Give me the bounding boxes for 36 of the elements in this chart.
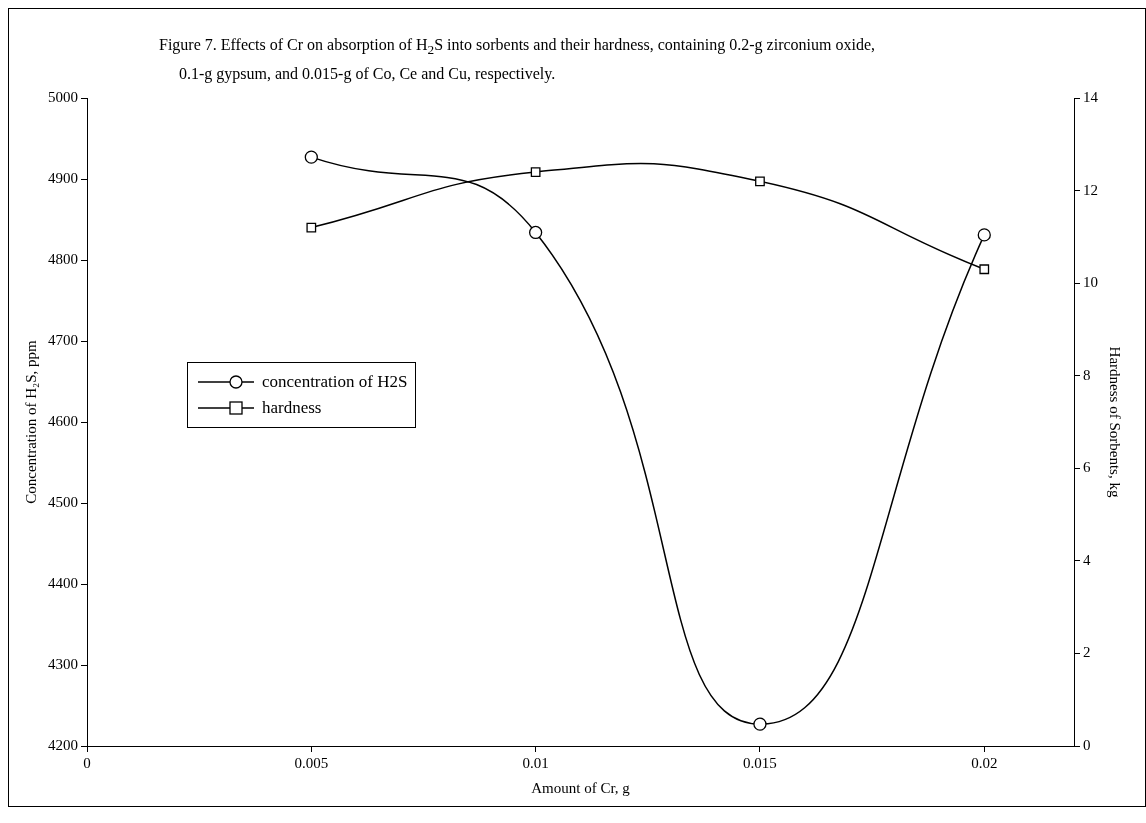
x-tick-label: 0.005 (294, 755, 329, 772)
point (753, 717, 767, 731)
y-tick-label: 4900 (48, 170, 78, 187)
legend-label: hardness (262, 398, 322, 419)
y2-tick-label: 10 (1083, 274, 1098, 291)
y-tick-label: 4200 (48, 737, 78, 754)
y2-tick-label: 0 (1083, 737, 1091, 754)
chart-title: Figure 7. Effects of Cr on absorption of H$_{2}$S into sorbents and their hardness, containing 0.2-g zirconium oxide, 0.1-g gypsum, and 0.015-g of Co, Ce and Cu, respectively. (158, 35, 877, 85)
y-tick-label: 4500 (48, 494, 78, 511)
legend-label: concentration of H2S (262, 372, 408, 393)
y2-tick-label: 14 (1083, 89, 1099, 106)
y2-tick-label: 2 (1083, 644, 1091, 661)
y-tick-label: 4400 (48, 575, 78, 592)
y-tick-label: 4800 (48, 251, 78, 268)
y2-tick-label: 4 (1083, 551, 1091, 568)
x-tick-label: 0.01 (522, 755, 549, 772)
point (306, 222, 317, 233)
y-tick-label: 4600 (48, 413, 78, 430)
y2-axis-title: Hardness of Sorbents, kg (1107, 346, 1124, 499)
point (977, 228, 991, 242)
y2-tick-label: 8 (1083, 366, 1091, 383)
y-tick-label: 5000 (48, 89, 78, 106)
y-tick-label: 4700 (48, 332, 78, 349)
x-tick-label: 0 (83, 755, 91, 772)
y2-tick-label: 6 (1083, 459, 1091, 476)
y-axis-title: Concentration of H₂S, ppm (22, 340, 39, 504)
point (755, 176, 765, 187)
y-tick-label: 4300 (48, 656, 78, 673)
point (528, 226, 543, 240)
x-axis-title: Amount of Cr, g (531, 780, 631, 797)
point (304, 150, 318, 164)
y2-tick-label: 12 (1083, 181, 1098, 198)
point (530, 167, 541, 178)
x-tick-label: 0.02 (971, 755, 998, 772)
point (979, 264, 990, 275)
x-tick-label: 0.015 (743, 755, 777, 772)
